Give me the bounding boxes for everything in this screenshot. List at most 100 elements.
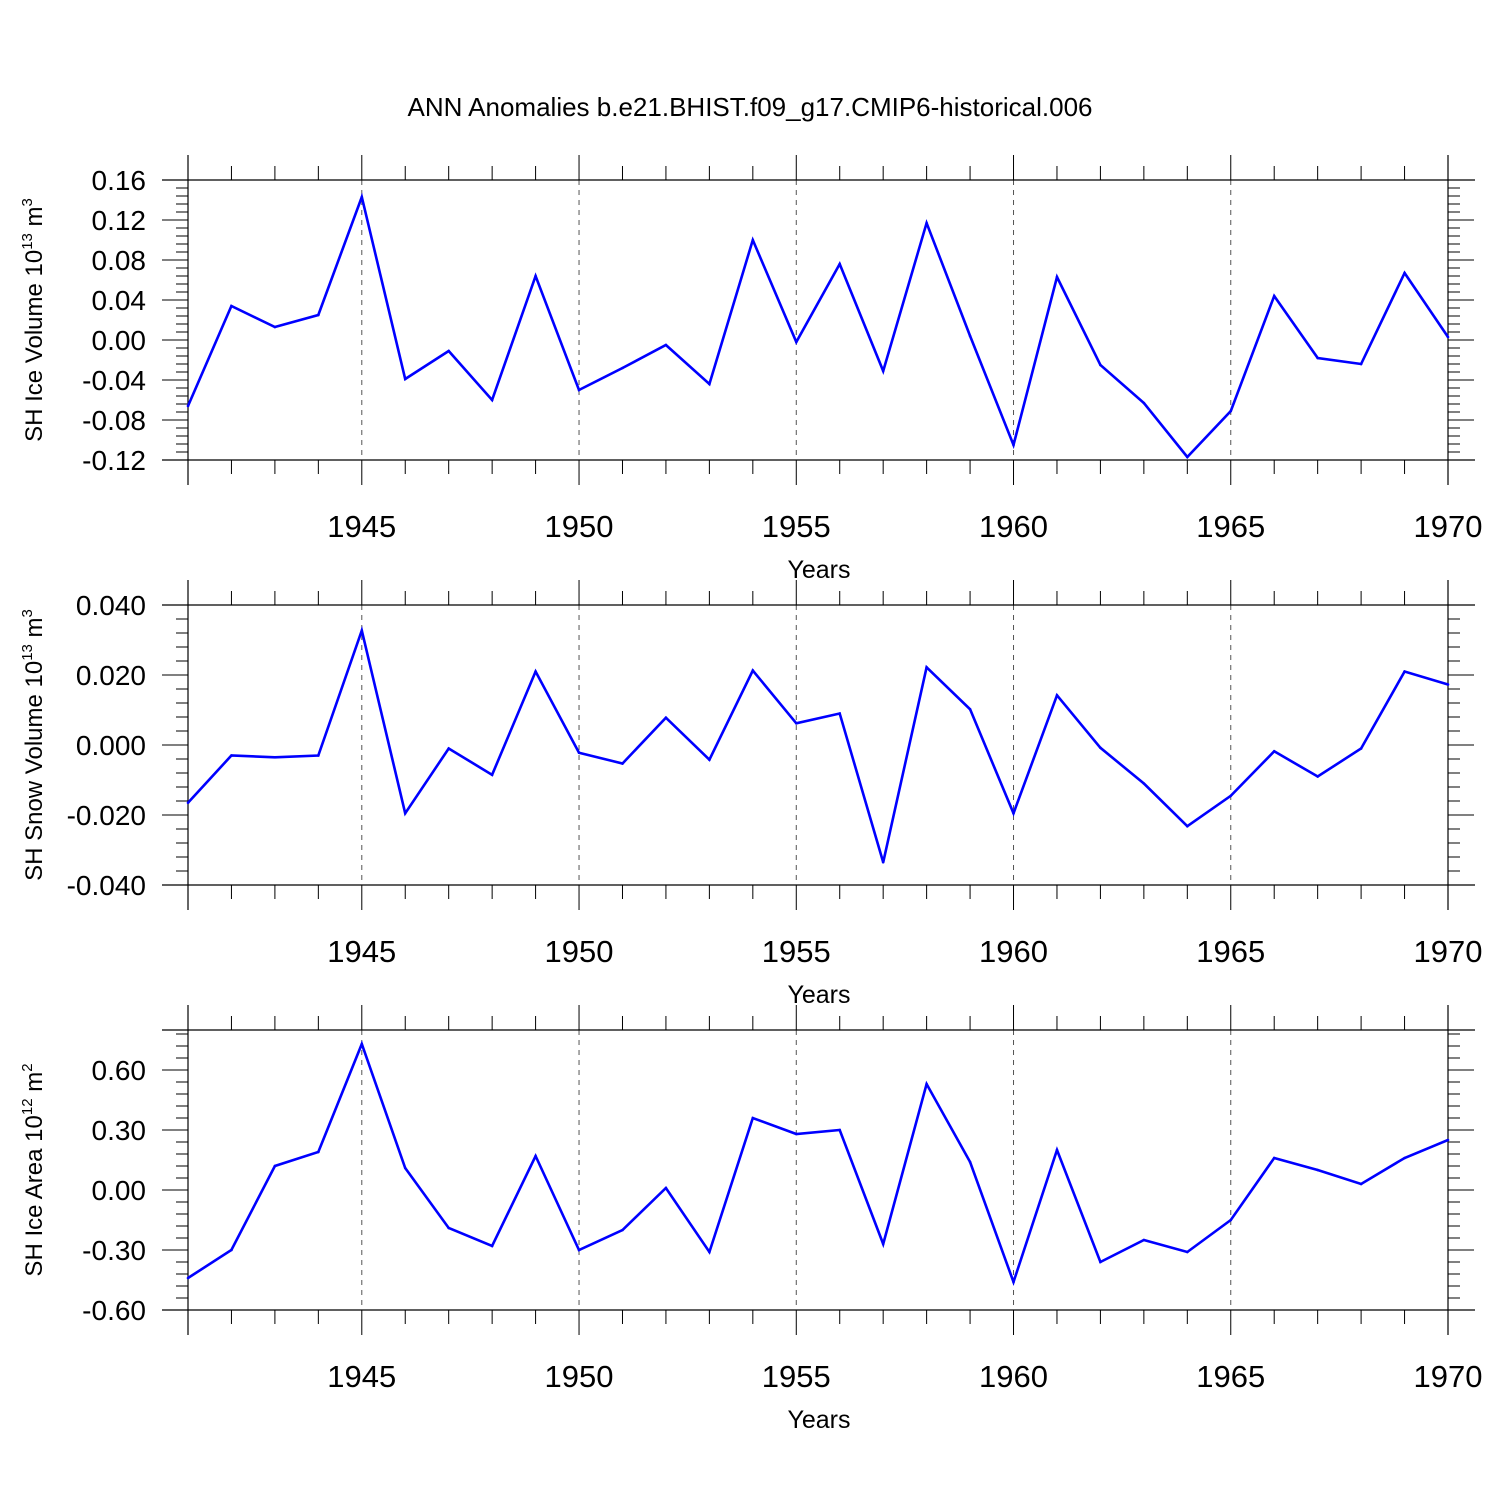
- data-point: [838, 262, 842, 266]
- y-tick-label: 0.000: [76, 730, 146, 761]
- data-point: [273, 1164, 277, 1168]
- data-point: [1446, 335, 1450, 339]
- data-point: [1359, 362, 1363, 366]
- data-point: [273, 325, 277, 329]
- x-tick-label: 1950: [545, 509, 614, 544]
- data-point: [1403, 670, 1406, 673]
- x-tick-label: 1970: [1414, 1359, 1483, 1394]
- data-point: [621, 762, 624, 765]
- data-point: [1316, 775, 1319, 778]
- data-point: [1229, 409, 1233, 413]
- data-point: [490, 1244, 494, 1248]
- data-point: [838, 1128, 842, 1132]
- x-tick-label: 1970: [1414, 509, 1483, 544]
- y-axis-label-part: m: [21, 1072, 48, 1099]
- x-tick-label: 1970: [1414, 934, 1483, 969]
- y-tick-label: 0.08: [92, 245, 147, 276]
- data-point: [751, 1116, 755, 1120]
- data-point: [708, 1250, 711, 1254]
- data-point: [881, 369, 885, 373]
- y-tick-label: -0.12: [82, 445, 146, 476]
- x-tick-label: 1960: [979, 1359, 1048, 1394]
- data-point: [794, 722, 798, 725]
- data-point: [708, 382, 711, 386]
- x-tick-label: 1960: [979, 509, 1048, 544]
- data-point: [968, 708, 972, 711]
- x-tick-label: 1960: [979, 934, 1048, 969]
- x-axis-label: Years: [787, 1406, 850, 1434]
- data-point: [1272, 1156, 1276, 1160]
- chart-panel-1: -0.12 -0.08 -0.04 0.00 0.04 0.08 0.12 0.16 1945 1…: [19, 155, 1482, 584]
- data-point: [1403, 271, 1406, 275]
- y-axis-label-part: 2: [19, 1063, 36, 1071]
- x-tick-label: 1945: [327, 509, 396, 544]
- chart-panel-3: -0.60 -0.30 0.00 0.30 0.60 1945 1950 1955 1960 19…: [19, 1005, 1482, 1434]
- y-axis-label-part: m: [21, 206, 48, 233]
- data-point: [534, 670, 537, 673]
- y-axis-label-part: m: [21, 617, 48, 644]
- data-point: [838, 712, 842, 715]
- y-axis-label-part: 12: [19, 1098, 36, 1115]
- data-point: [317, 313, 320, 317]
- data-point: [1012, 811, 1015, 815]
- data-point: [925, 1082, 928, 1086]
- data-point: [621, 366, 624, 370]
- data-point: [360, 1042, 364, 1046]
- data-point: [621, 1228, 624, 1232]
- data-point: [1359, 1182, 1363, 1186]
- data-point: [968, 1160, 972, 1164]
- data-point: [1272, 750, 1276, 753]
- y-tick-label: 0.16: [92, 165, 147, 196]
- x-tick-label: 1945: [327, 1359, 396, 1394]
- x-tick-label: 1965: [1196, 509, 1265, 544]
- figure-title: ANN Anomalies b.e21.BHIST.f09_g17.CMIP6-…: [407, 92, 1092, 122]
- data-point: [1142, 782, 1146, 785]
- y-axis-label-part: SH Snow Volume 10: [21, 661, 48, 881]
- data-point: [1316, 1168, 1319, 1172]
- y-tick-label: 0.04: [92, 285, 147, 316]
- data-point: [1186, 455, 1189, 459]
- data-point: [1012, 1280, 1015, 1284]
- y-tick-label: -0.020: [67, 800, 146, 831]
- data-point: [186, 1276, 190, 1280]
- y-tick-label: -0.08: [82, 405, 146, 436]
- data-point: [708, 758, 711, 761]
- data-point: [317, 1150, 320, 1154]
- y-axis-label: SH Ice Area 1012 m2: [19, 1063, 48, 1276]
- data-point: [664, 343, 668, 347]
- data-point: [794, 340, 798, 344]
- data-point: [925, 221, 928, 225]
- data-point: [1272, 294, 1276, 298]
- data-point: [925, 666, 928, 669]
- data-point: [1446, 683, 1450, 686]
- x-axis-label: Years: [787, 981, 850, 1009]
- series-line: [187, 625, 1449, 863]
- data-point: [1316, 356, 1319, 360]
- y-tick-label: -0.30: [82, 1235, 146, 1266]
- data-point: [881, 1242, 885, 1246]
- data-point: [664, 1186, 668, 1190]
- data-point: [1403, 1156, 1406, 1160]
- data-point: [751, 669, 755, 672]
- x-axis-label: Years: [787, 556, 850, 584]
- data-point: [1446, 1138, 1450, 1142]
- data-point: [317, 754, 320, 757]
- data-point: [534, 1154, 537, 1158]
- x-tick-label: 1945: [327, 934, 396, 969]
- y-tick-label: 0.00: [92, 325, 147, 356]
- y-axis-label-part: 13: [19, 233, 36, 250]
- data-point: [403, 377, 407, 381]
- data-point: [186, 801, 190, 805]
- y-tick-label: -0.040: [67, 870, 146, 901]
- data-point: [1186, 824, 1189, 828]
- data-point: [447, 349, 450, 353]
- x-tick-label: 1965: [1196, 1359, 1265, 1394]
- data-point: [1142, 1238, 1146, 1242]
- data-point: [881, 860, 885, 864]
- data-point: [1012, 443, 1015, 447]
- data-point: [1229, 1218, 1233, 1222]
- data-point: [1186, 1250, 1189, 1254]
- data-point: [794, 1132, 798, 1136]
- y-axis-label: SH Ice Volume 1013 m3: [19, 198, 48, 442]
